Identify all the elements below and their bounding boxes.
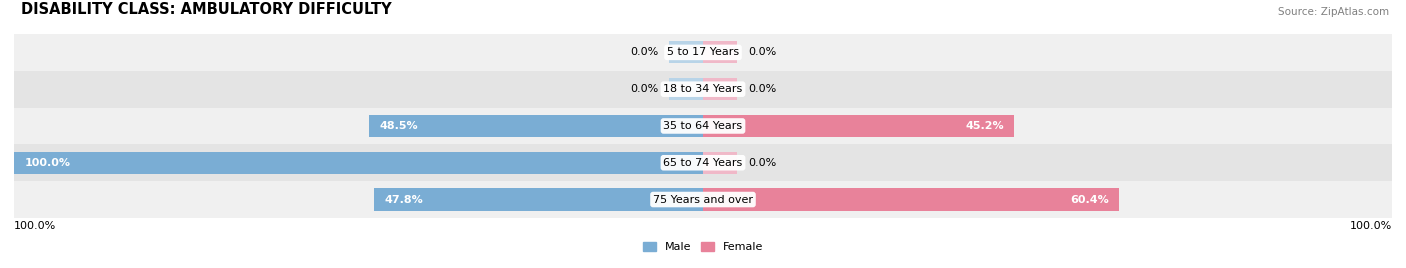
Text: 100.0%: 100.0% — [24, 158, 70, 168]
Text: 0.0%: 0.0% — [748, 84, 776, 94]
Bar — [669, 78, 703, 100]
Text: 75 Years and over: 75 Years and over — [652, 195, 754, 204]
Bar — [703, 188, 1119, 211]
Bar — [703, 115, 1014, 137]
Bar — [374, 188, 703, 211]
Text: 0.0%: 0.0% — [630, 84, 658, 94]
Text: 0.0%: 0.0% — [748, 158, 776, 168]
Bar — [703, 78, 738, 100]
Text: 65 to 74 Years: 65 to 74 Years — [664, 158, 742, 168]
Bar — [14, 144, 1392, 181]
Text: 48.5%: 48.5% — [380, 121, 418, 131]
Bar — [14, 71, 1392, 107]
Bar — [703, 152, 738, 174]
Text: DISABILITY CLASS: AMBULATORY DIFFICULTY: DISABILITY CLASS: AMBULATORY DIFFICULTY — [21, 2, 392, 17]
Text: 60.4%: 60.4% — [1070, 195, 1109, 204]
Bar — [14, 34, 1392, 71]
Bar — [669, 41, 703, 64]
Bar — [703, 41, 738, 64]
Text: 0.0%: 0.0% — [748, 47, 776, 57]
Bar — [14, 152, 703, 174]
Bar — [14, 181, 1392, 218]
Text: 0.0%: 0.0% — [630, 47, 658, 57]
Text: 100.0%: 100.0% — [1350, 221, 1392, 231]
Text: 35 to 64 Years: 35 to 64 Years — [664, 121, 742, 131]
Text: 100.0%: 100.0% — [14, 221, 56, 231]
Bar — [14, 107, 1392, 144]
Bar — [368, 115, 703, 137]
Text: 18 to 34 Years: 18 to 34 Years — [664, 84, 742, 94]
Text: Source: ZipAtlas.com: Source: ZipAtlas.com — [1278, 7, 1389, 17]
Text: 45.2%: 45.2% — [966, 121, 1004, 131]
Text: 47.8%: 47.8% — [384, 195, 423, 204]
Text: 5 to 17 Years: 5 to 17 Years — [666, 47, 740, 57]
Legend: Male, Female: Male, Female — [640, 238, 766, 255]
